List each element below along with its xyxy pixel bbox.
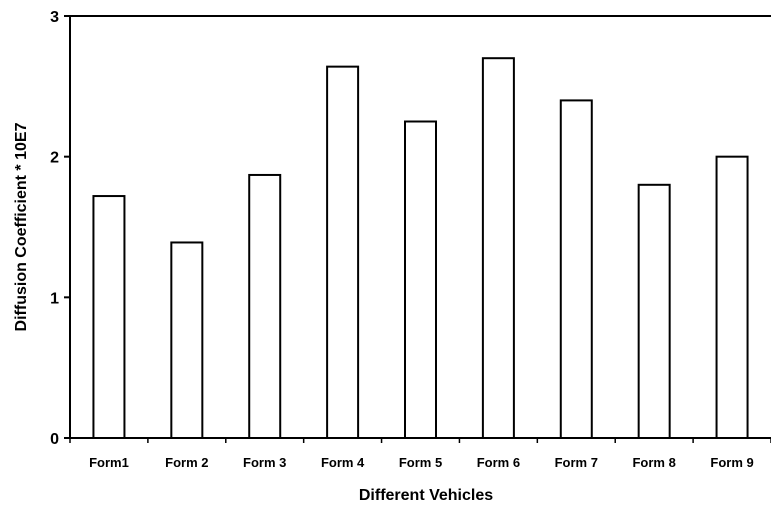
y-axis-title: Diffusion Coefficient * 10E7 [13,122,30,331]
x-tick-label: Form 7 [555,455,598,470]
y-axis-ticks [64,15,70,439]
bar-3 [248,173,282,439]
y-tick-label: 3 [50,9,59,26]
x-tick-label: Form 6 [477,455,520,470]
y-tick-label: 0 [50,431,59,448]
x-axis-ticks [69,438,771,443]
y-tick-labels: 0 1 2 3 [50,9,59,448]
x-tick-label: Form 8 [632,455,675,470]
bar-8 [637,183,671,439]
bar-4 [326,65,360,439]
x-tick-label: Form 4 [321,455,365,470]
x-tick-labels: Form1 Form 2 Form 3 Form 4 Form 5 Form 6 Form … [89,455,754,470]
bars [92,57,749,440]
x-tick-label: Form 9 [710,455,753,470]
x-tick-label: Form 3 [243,455,286,470]
x-tick-label: Form 2 [165,455,208,470]
y-tick-label: 1 [50,290,59,307]
x-tick-label: Form1 [89,455,129,470]
bar-1 [92,195,126,439]
bar-2 [170,241,204,439]
x-axis-title: Different Vehicles [359,487,493,504]
x-tick-label: Form 5 [399,455,442,470]
bar-5 [404,120,437,439]
bar-7 [559,99,593,440]
bar-6 [481,57,515,439]
y-tick-label: 2 [50,150,59,167]
bar-9 [715,155,749,440]
